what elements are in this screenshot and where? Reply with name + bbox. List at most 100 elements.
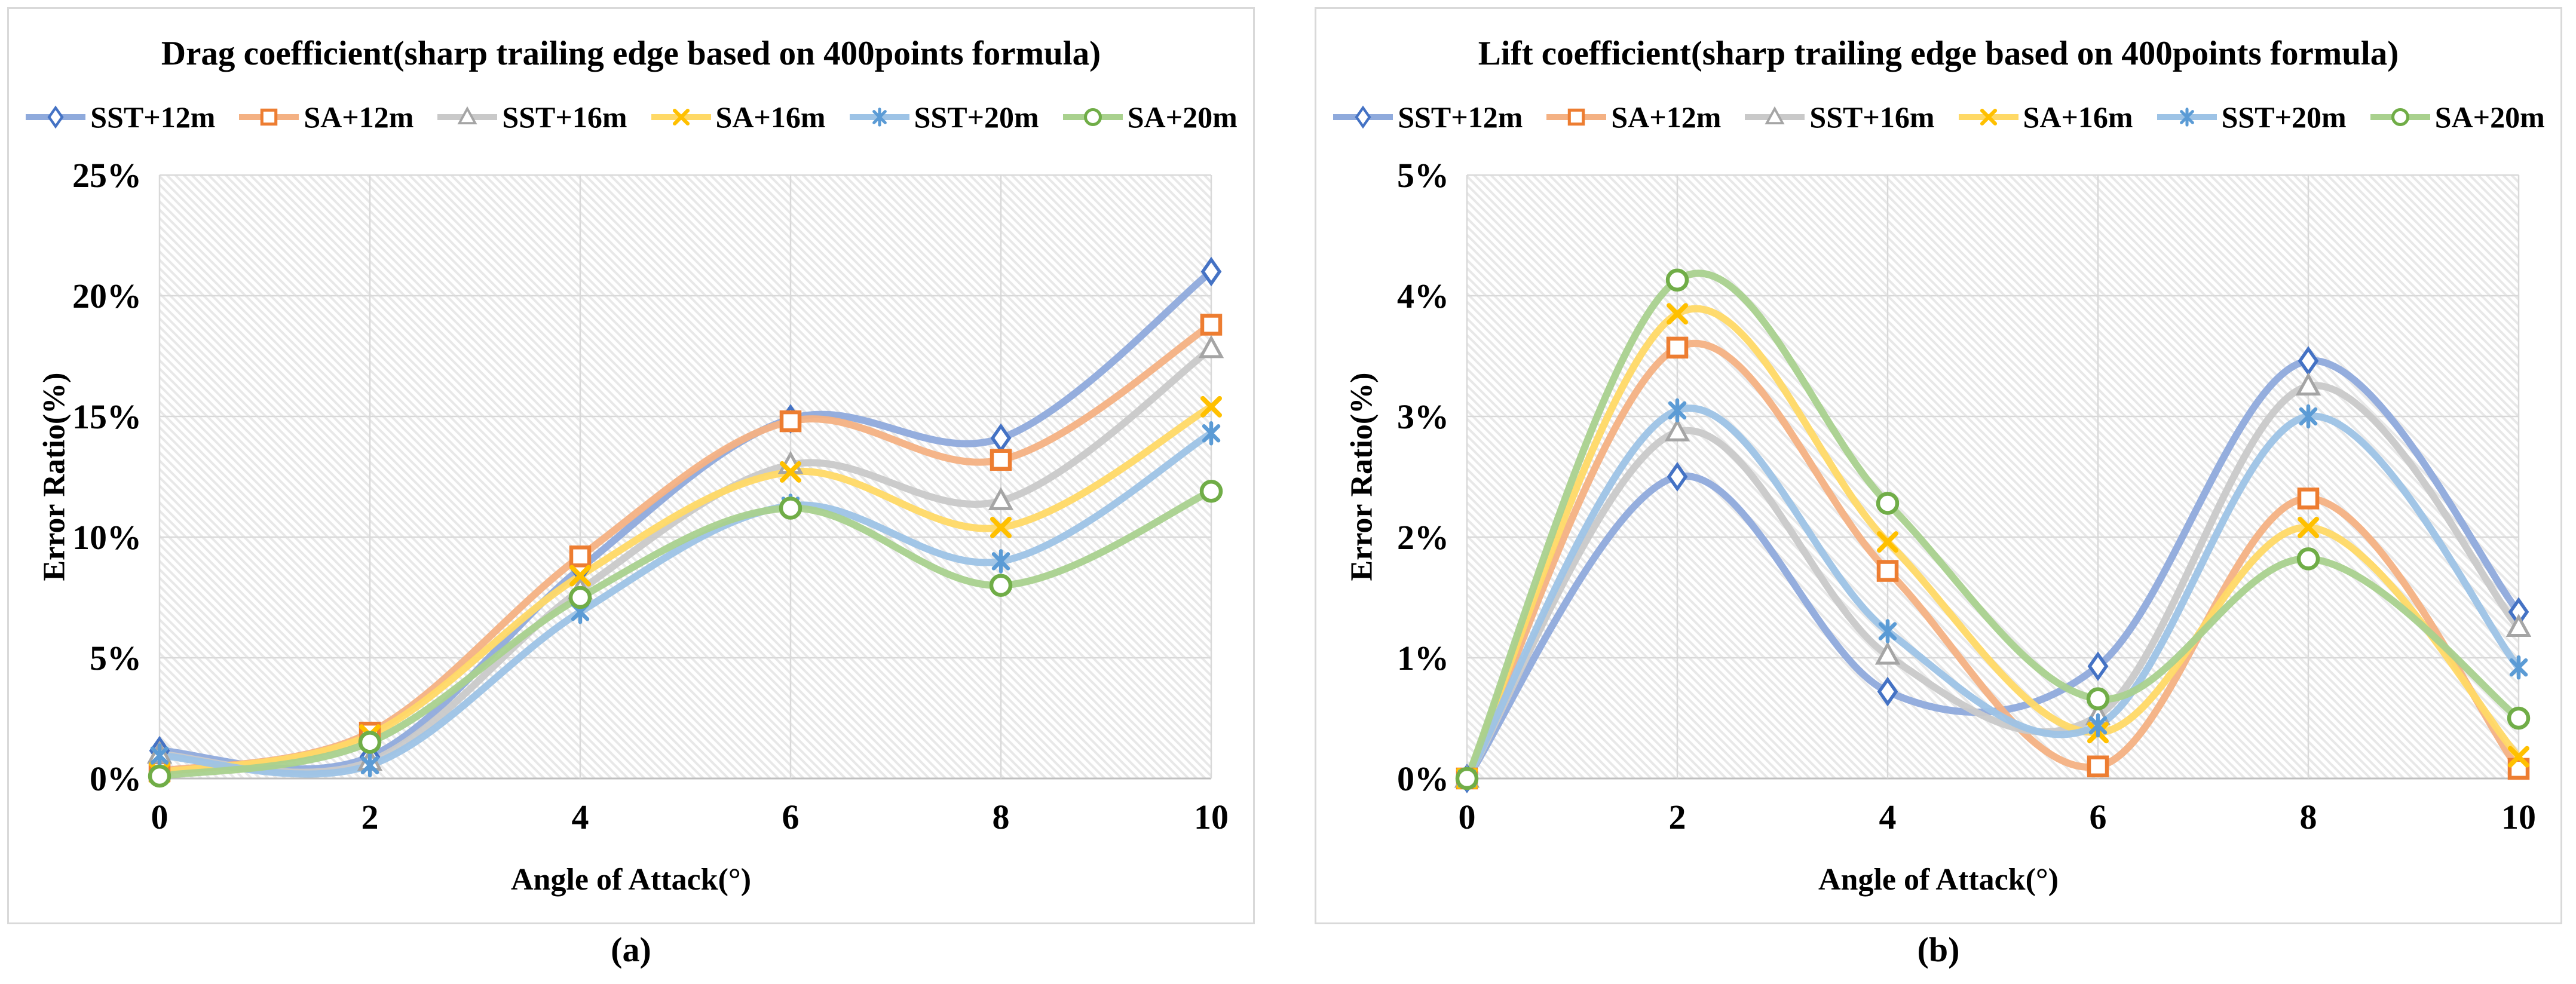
y-tick-label: 25% [72,156,142,195]
marker-SA+12m [1876,560,1899,582]
x-marker [1980,108,1997,126]
legend-label: SA+20m [1127,100,1238,134]
subfigure-label-b: (b) [1917,930,1960,969]
diamond-marker [47,105,64,129]
marker-SST+16m [2505,614,2532,637]
series-line-SA+12m [1467,339,2519,778]
marker-SA+12m [2087,755,2109,778]
y-tick-label: 3% [1397,397,1449,436]
series-lines [1467,269,2519,778]
legend-item-SA+16m: SA+16m [1958,100,2133,134]
triangle-marker [457,106,477,125]
marker-SA+20m [989,574,1013,597]
drag-plot-area: 0% 5% 10% 15% 20% 25% 0 2 4 6 8 10 [72,156,1229,836]
chart-panel-drag: 0% 5% 10% 15% 20% 25% 0 2 4 6 8 10 Drag coefficient… [7,7,1255,924]
marker-SST+20m [360,753,379,778]
marker-SA+20m [148,764,171,788]
marker-SA+20m [1199,479,1223,503]
legend-label: SA+12m [304,100,414,134]
triangle-legend-marker-icon [437,106,498,125]
square-legend-marker-icon [1546,108,1607,126]
series-line-SST+16m [1467,382,2519,778]
marker-SA+16m [990,516,1012,538]
series-markers [146,256,1224,788]
legend-item-SA+20m: SA+20m [2369,100,2545,134]
x-tick-label: 6 [2090,798,2107,836]
legend-item-SA+16m: SA+16m [650,100,826,134]
x-tick-label: 2 [362,798,379,836]
marker-SST+20m [2299,404,2318,429]
x-tick-label: 0 [151,798,169,836]
y-axis-title-drag: Error Ratio(%) [37,372,72,581]
legend-item-SST+20m: SST+20m [2156,100,2347,134]
x-legend-marker-icon [651,108,711,126]
marker-SST+20m [2088,713,2108,738]
marker-SA+20m [1455,767,1479,790]
marker-SST+20m [2509,655,2528,680]
series-lines [160,268,1211,778]
x-tick-label: 4 [1879,798,1897,836]
y-tick-label: 5% [1397,156,1449,195]
marker-SST+16m [1664,418,1690,442]
marker-SA+20m [2296,547,2320,571]
marker-SA+20m [1665,268,1689,292]
y-tick-label: 5% [90,639,142,678]
x-tick-label: 0 [1459,798,1476,836]
marker-SST+20m [1878,619,1897,643]
legend-item-SST+12m: SST+12m [24,100,215,134]
legend-label: SST+12m [1398,100,1523,134]
series-line-SA+20m [160,488,1211,778]
marker-SA+20m [2086,687,2110,710]
lift-plot-area: 0% 1% 2% 3% 4% 5% 0 2 4 6 8 10 [1397,156,2536,836]
legend-label: SA+12m [1611,100,1722,134]
marker-SST+16m [988,487,1014,510]
marker-SST+12m [2087,651,2109,681]
legend-item-SA+12m: SA+12m [1545,100,1721,134]
marker-SA+20m [1876,492,1900,515]
marker-SST+16m [1874,641,1901,665]
marker-SST+16m [2295,372,2321,396]
marker-SA+16m [1667,303,1688,325]
chart-title-lift: Lift coefficient(sharp trailing edge bas… [1478,35,2399,72]
x-tick-label: 10 [2501,798,2536,836]
chart-title-drag: Drag coefficient(sharp trailing edge bas… [161,35,1101,72]
x-legend-marker-icon [1958,108,2018,126]
legend-drag: SST+12m SA+12m SST+16m SA+16m SST+20m SA+20m [9,100,1253,134]
marker-SST+12m [1667,462,1688,492]
x-axis-title-drag: Angle of Attack(°) [510,863,752,897]
marker-SA+12m [779,410,802,433]
marker-SST+12m [1200,256,1222,287]
tick-labels: 0% 1% 2% 3% 4% 5% 0 2 4 6 8 10 [1397,156,2536,836]
marker-SA+20m [779,496,802,520]
marker-SST+20m [1668,398,1687,423]
marker-SA+16m [569,565,591,587]
diamond-legend-marker-icon [26,105,86,129]
x-tick-label: 6 [782,798,800,836]
y-tick-label: 1% [1397,639,1449,678]
triangle-legend-marker-icon [1745,106,1805,125]
diamond-legend-marker-icon [1333,105,1393,129]
y-tick-label: 4% [1397,277,1449,315]
legend-label: SA+16m [715,100,826,134]
circle-marker [1083,108,1102,127]
marker-SA+20m [358,731,382,754]
legend-label: SA+16m [2023,100,2133,134]
legend-item-SST+12m: SST+12m [1332,100,1523,134]
series-markers [1454,268,2532,793]
legend-lift: SST+12m SA+12m SST+16m SA+16m SST+20m SA+20m [1316,100,2560,134]
circle-legend-marker-icon [2370,108,2430,127]
asterisk-legend-marker-icon [849,108,909,127]
series-line-SA+16m [160,403,1211,776]
legend-label: SA+20m [2434,100,2545,134]
marker-SA+12m [1200,314,1223,336]
marker-SST+20m [991,549,1010,574]
legend-item-SST+16m: SST+16m [436,100,627,134]
legend-label: SST+20m [2221,100,2347,134]
circle-marker [2391,108,2409,127]
marker-SA+12m [2297,488,2320,510]
marker-SA+16m [2508,746,2529,768]
x-axis-title-lift: Angle of Attack(°) [1818,863,2059,897]
x-tick-label: 4 [572,798,589,836]
y-tick-label: 0% [1397,759,1449,798]
